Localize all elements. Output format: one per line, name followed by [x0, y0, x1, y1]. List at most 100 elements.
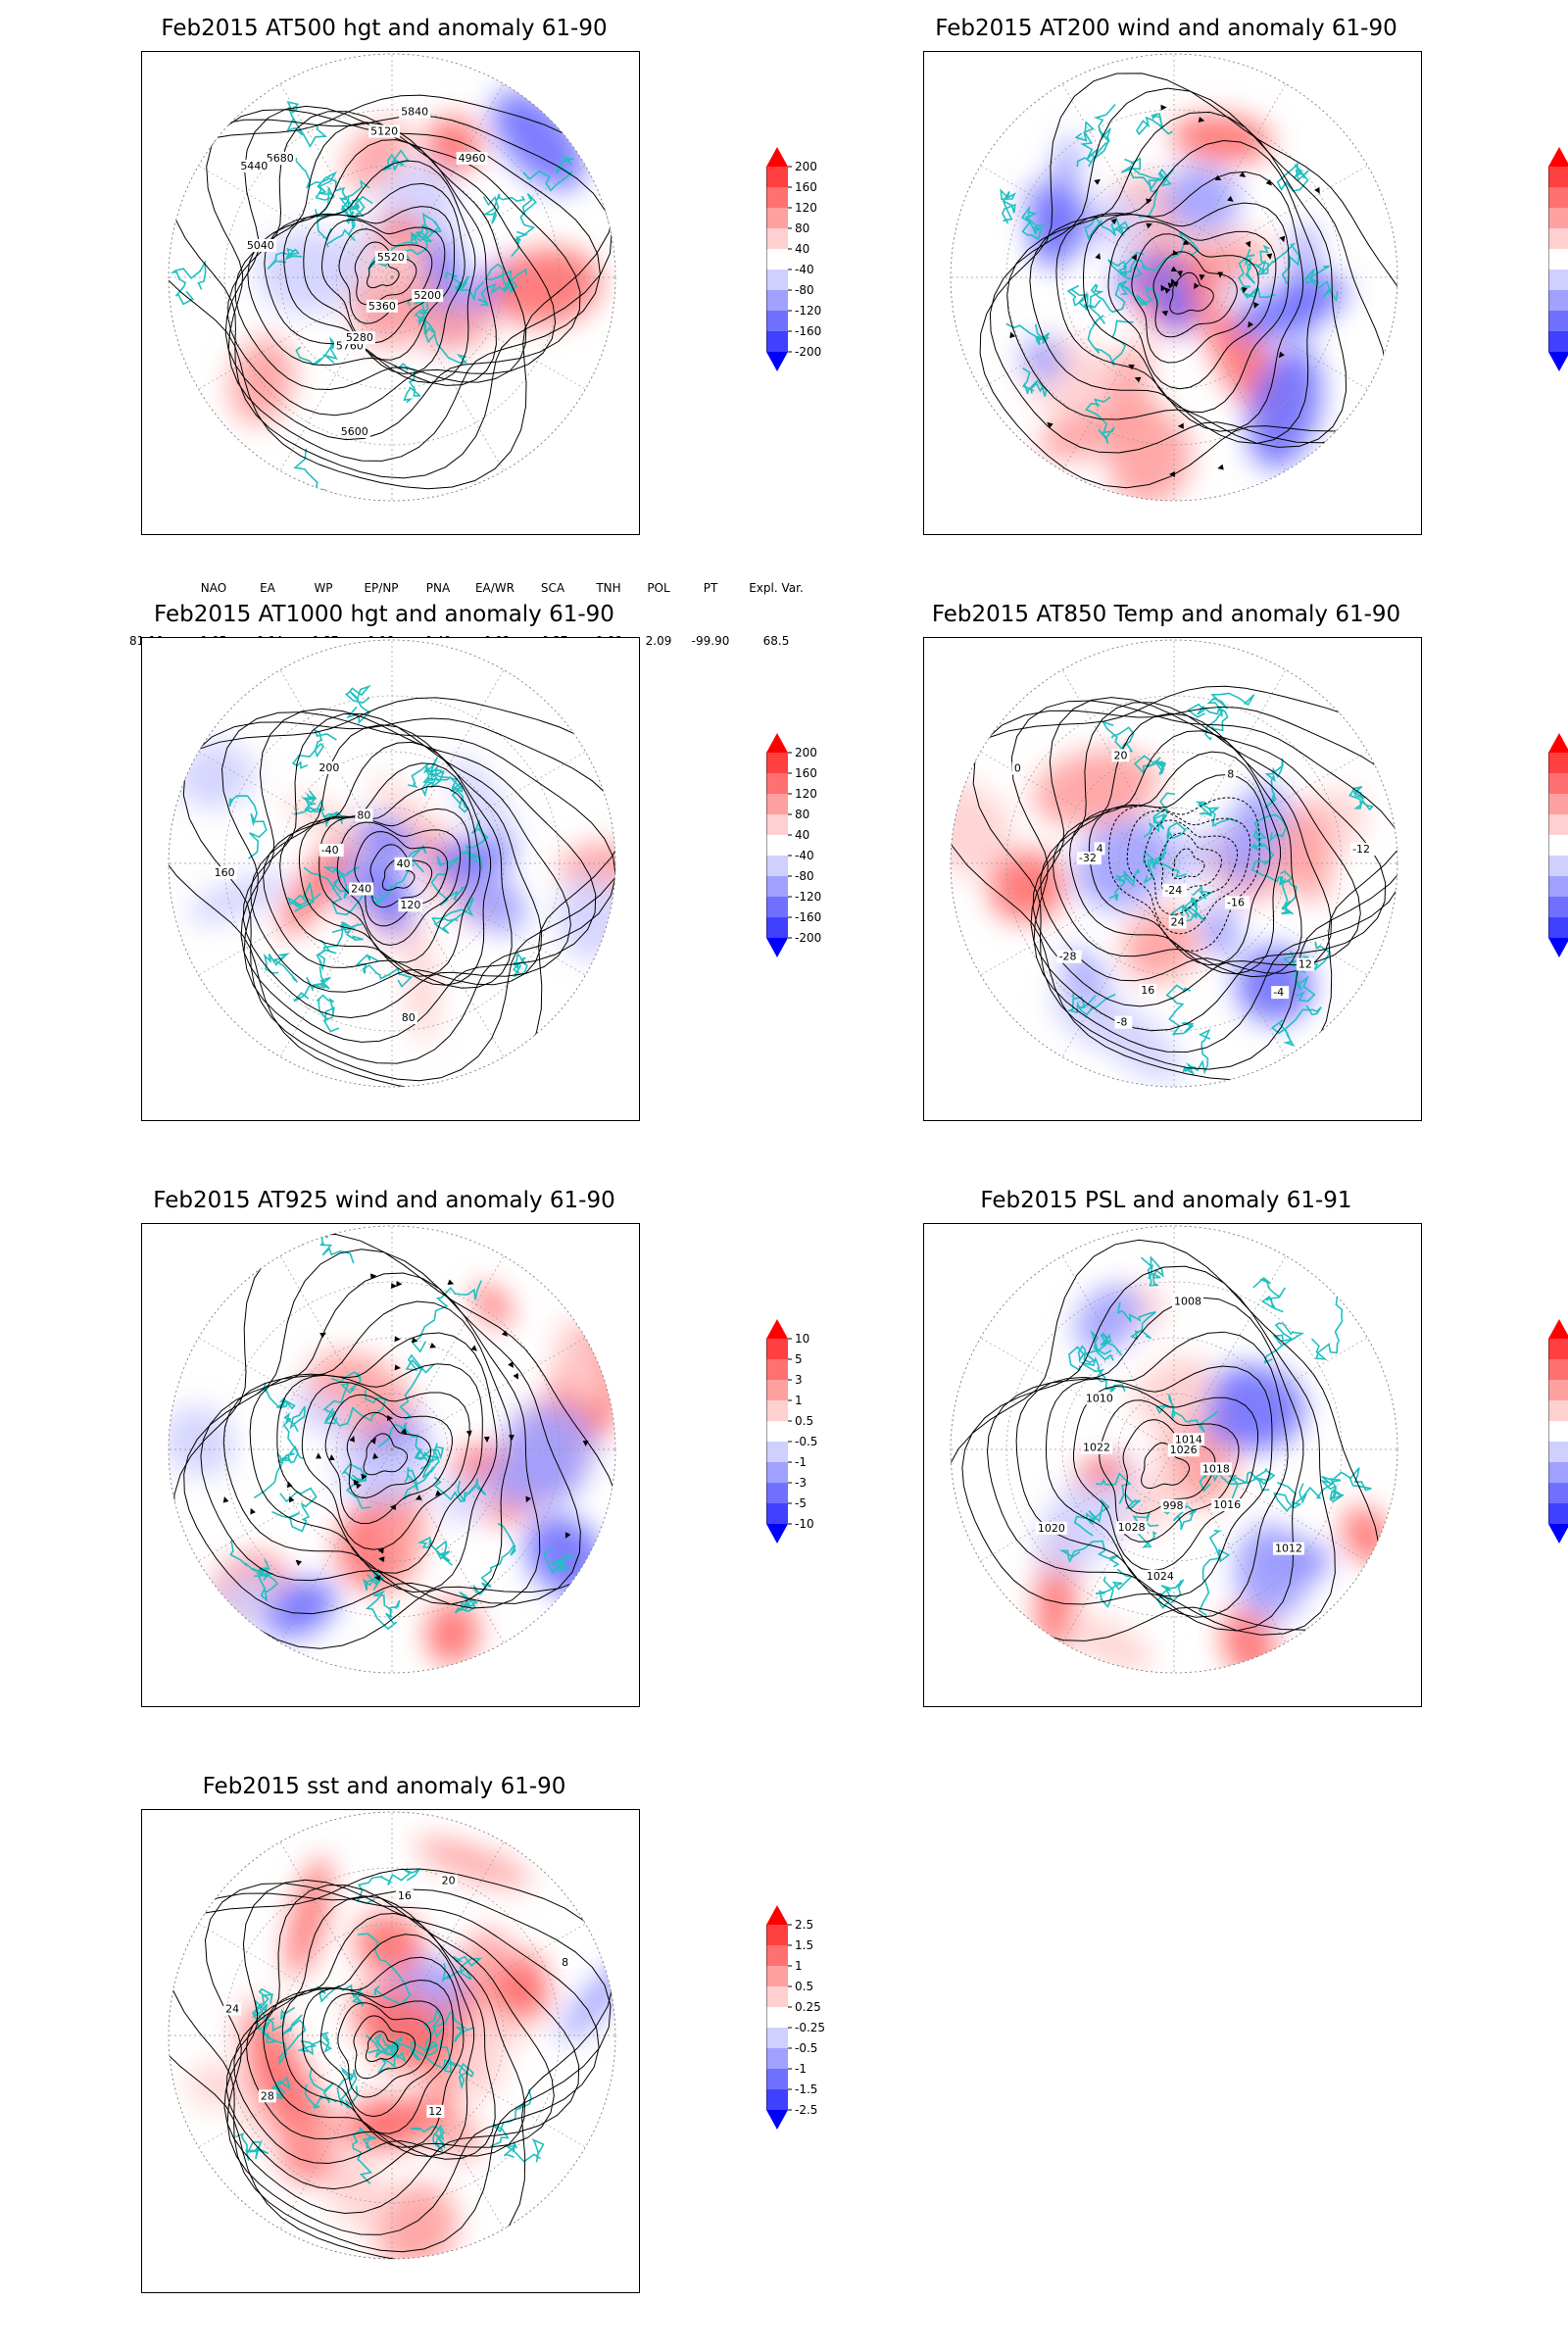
- anomaly-patch: [1284, 802, 1333, 904]
- contour-label: 1018: [1202, 1462, 1230, 1475]
- contour-label: 5520: [377, 251, 405, 264]
- contours: [169, 94, 615, 490]
- anomaly-patch: [951, 779, 1014, 878]
- cbar-swatch: [766, 1442, 788, 1462]
- cbar-label: 160: [795, 766, 817, 780]
- contour-label: 1022: [1083, 1442, 1110, 1454]
- cbar-swatch: [766, 1421, 788, 1442]
- cbar-swatch: [766, 1986, 788, 2007]
- wind-arrow: [373, 1575, 381, 1582]
- cbar-swatch: [1548, 794, 1568, 814]
- contour-label: 998: [1162, 1499, 1183, 1512]
- anomaly-patch: [1080, 995, 1184, 1083]
- wind-arrows: [222, 1273, 589, 1582]
- map-boundary: [950, 53, 1398, 502]
- wind-arrow: [1095, 253, 1102, 260]
- cbar-label: -1: [795, 1455, 807, 1469]
- cbar-swatch: [766, 2028, 788, 2048]
- wind-arrow: [435, 1490, 442, 1496]
- wind-arrow: [1164, 287, 1171, 294]
- cbar-swatch: [1548, 1462, 1568, 1483]
- cbar-arrow-bottom: [766, 2110, 788, 2130]
- wind-arrow: [1198, 117, 1205, 123]
- cbar-swatch: [1548, 897, 1568, 917]
- wind-arrow: [355, 1482, 362, 1490]
- contour-labels: 5760568056005520544053605280520051204960…: [238, 105, 488, 439]
- wind-arrow: [372, 1452, 379, 1459]
- anomaly-patch: [1033, 749, 1159, 827]
- contour-label: 12: [428, 2105, 442, 2118]
- anomaly-patch: [460, 1929, 509, 1987]
- contour-label: 5360: [368, 300, 396, 313]
- map-body: [951, 54, 1397, 501]
- cbar-swatch: [1548, 1442, 1568, 1462]
- teleconnection-headers: NAO EA WP EP/NP PNA EA/WR SCA TNH POL PT Expl. Var…: [129, 579, 811, 597]
- anomaly-patch: [169, 1405, 235, 1477]
- contour-label: 5680: [267, 152, 294, 165]
- index-header: EA/WR: [474, 581, 515, 595]
- anomaly-patch: [1081, 344, 1152, 437]
- wind-arrow: [1146, 222, 1152, 229]
- map-boundary: [168, 1811, 616, 2260]
- map-frame: 16 4 0 -4 -8 -12 -16 -24 -28 -32 8 12 20 24: [923, 637, 1422, 1121]
- map-frame: [923, 51, 1422, 535]
- cbar-label: -120: [795, 890, 821, 904]
- colorbar: 2.5 1.5 1 0.5 0.25 -0.25 -0.5 -1 -1.5 -2.5: [766, 1905, 825, 2130]
- map-boundary: [950, 1225, 1398, 1674]
- contour-label: 8: [562, 1956, 568, 1969]
- cbar-swatch: [1548, 1483, 1568, 1503]
- contour-labels: 1010 1012 1014 1016 1018 1008 998 1020 1022 1024 1…: [1035, 1295, 1304, 1583]
- anomaly-patch: [188, 2061, 236, 2109]
- contour-label: -16: [1227, 896, 1245, 908]
- contour-label: 200: [318, 761, 339, 774]
- wind-arrow: [370, 1273, 377, 1280]
- contour-label: -8: [1116, 1016, 1127, 1029]
- cbar-label: -160: [795, 910, 821, 924]
- cbar-swatch: [1548, 1421, 1568, 1442]
- anomaly-patch: [229, 336, 295, 425]
- cbar-swatch: [766, 1925, 788, 1945]
- cbar-swatch: [766, 167, 788, 187]
- contour-label: -12: [1352, 843, 1370, 856]
- colorbar: 200 160 120 80 40 -40 -80 -120 -160 -200: [766, 147, 821, 371]
- wind-arrow: [1170, 266, 1178, 272]
- anomaly-patch: [503, 1404, 593, 1484]
- polar-map: 1010 1012 1014 1016 1018 1008 998 1020 1022 1024 1…: [950, 1225, 1398, 1674]
- cbar-swatch: [1548, 1359, 1568, 1380]
- cbar-swatch: [766, 187, 788, 208]
- contour-label: 1024: [1147, 1570, 1174, 1583]
- cbar-swatch: [766, 1339, 788, 1359]
- wind-arrow: [466, 1430, 472, 1437]
- contour-label: 120: [400, 899, 420, 911]
- wind-arrow: [295, 1559, 303, 1566]
- cbar-swatch: [1548, 1400, 1568, 1421]
- cbar-swatch: [766, 917, 788, 938]
- cbar-arrow-bottom: [1548, 938, 1568, 957]
- cbar-label: 10: [795, 1332, 809, 1346]
- anomaly-patch: [322, 2151, 391, 2232]
- wind-arrow: [1131, 254, 1138, 261]
- cbar-label: 1: [795, 1394, 803, 1407]
- wind-arrow: [1047, 421, 1054, 429]
- cbar-swatch: [766, 897, 788, 917]
- contour-label: 1012: [1275, 1543, 1302, 1555]
- anomaly-patch: [449, 755, 517, 859]
- cbar-label: -0.5: [795, 2041, 817, 2055]
- cbar-swatch: [766, 876, 788, 897]
- wind-arrow: [1239, 171, 1247, 177]
- map-frame: 1010 1012 1014 1016 1018 1008 998 1020 1022 1024 1…: [923, 1223, 1422, 1707]
- wind-arrow: [389, 1503, 396, 1510]
- index-header: NAO: [200, 581, 227, 595]
- anomaly-patch: [1029, 185, 1082, 269]
- index-header: EP/NP: [364, 581, 399, 595]
- anomaly-patch: [1146, 1354, 1213, 1434]
- cbar-swatch: [1548, 167, 1568, 187]
- contour-label: 20: [1113, 749, 1127, 761]
- cbar-arrow-bottom: [766, 938, 788, 957]
- contour-label: 5440: [240, 160, 268, 172]
- anomaly-patch: [261, 1579, 337, 1638]
- cbar-swatch: [1548, 773, 1568, 794]
- anomaly-patch: [1036, 1468, 1135, 1575]
- cbar-arrow-top: [1548, 1319, 1568, 1339]
- wind-arrow: [483, 1436, 490, 1444]
